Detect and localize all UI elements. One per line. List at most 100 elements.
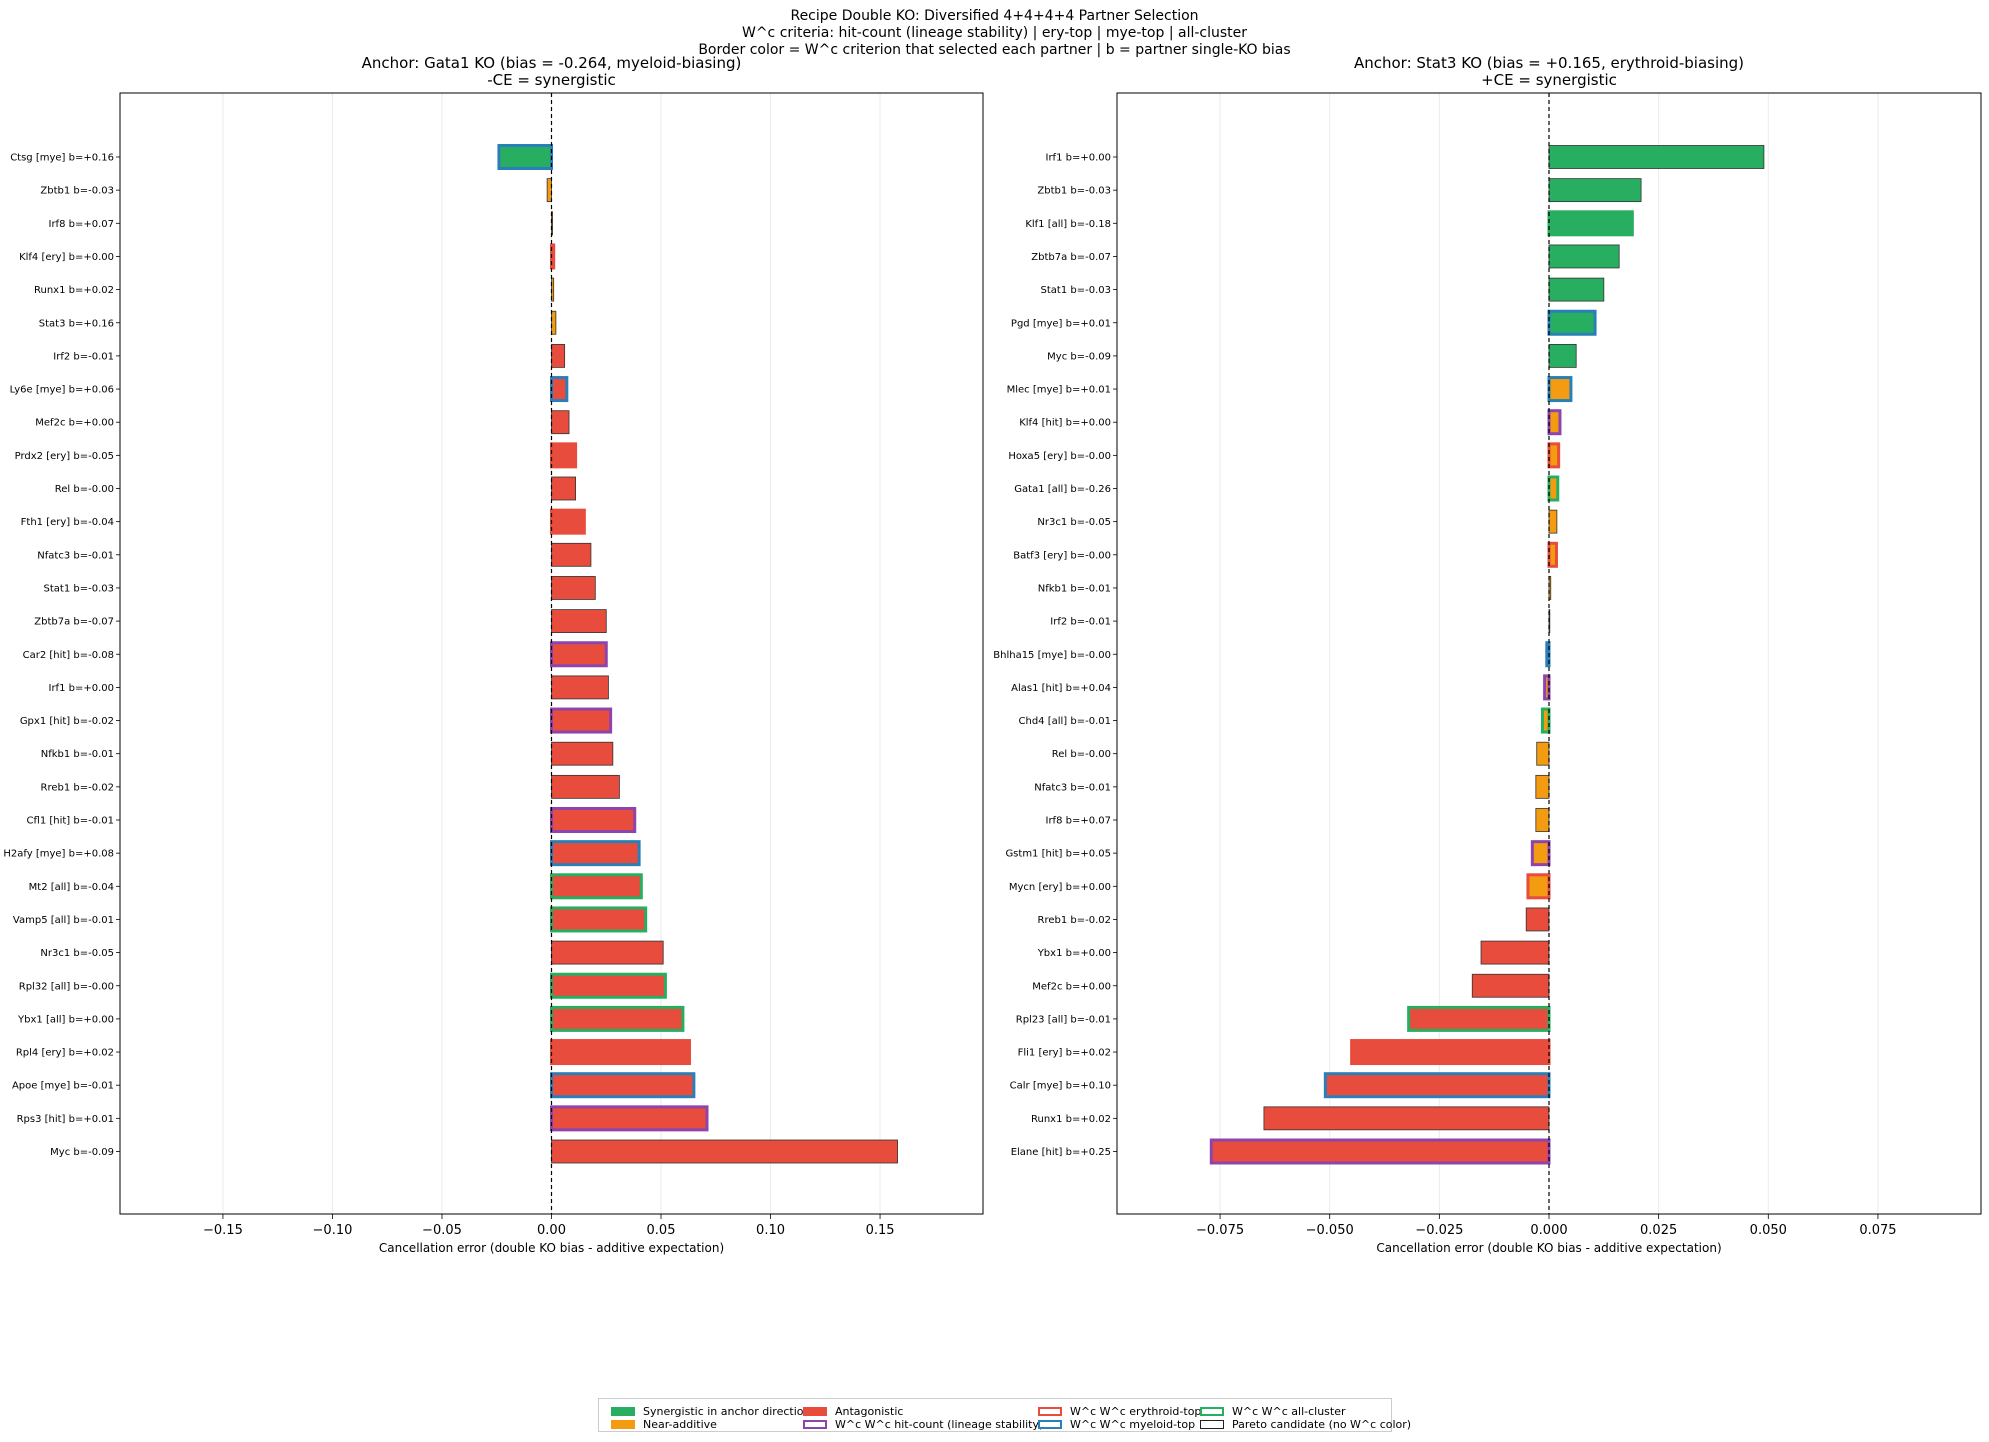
y-tick-label: Ybx1 b=+0.00	[1037, 948, 1111, 959]
y-tick-label: Zbtb7a b=-0.07	[34, 617, 114, 628]
bar	[497, 144, 553, 170]
bar	[1548, 576, 1552, 600]
y-tick-label: Zbtb1 b=-0.03	[1037, 186, 1111, 197]
bar	[1547, 210, 1634, 237]
legend-swatch	[803, 1419, 827, 1429]
y-tick-label: Ybx1 [all] b=+0.00	[17, 1014, 114, 1025]
bar	[1407, 1005, 1551, 1032]
bar	[1526, 873, 1551, 900]
y-tick-label: Zbtb7a b=-0.07	[1031, 252, 1111, 263]
legend-label: Synergistic in anchor direction	[643, 1404, 811, 1418]
bar	[1323, 1072, 1551, 1099]
bar	[1350, 1039, 1551, 1066]
bar	[550, 707, 613, 734]
bar	[550, 807, 637, 833]
bar	[550, 1039, 691, 1066]
bar	[1547, 309, 1597, 336]
x-tick-label: 0.025	[1640, 1223, 1677, 1238]
y-tick-label: Zbtb1 b=-0.03	[40, 186, 114, 197]
x-tick-label: −0.075	[1196, 1223, 1244, 1238]
y-tick-label: Irf8 b=+0.07	[1046, 816, 1112, 827]
bar	[550, 1072, 696, 1099]
bar	[1209, 1138, 1551, 1165]
y-tick-label: Calr [mye] b=+0.10	[1010, 1081, 1111, 1092]
bar	[550, 840, 641, 867]
bar	[551, 940, 664, 965]
y-tick-label: Myc b=-0.09	[50, 1147, 114, 1158]
y-tick-label: Hoxa5 [ery] b=-0.00	[1008, 451, 1111, 462]
x-tick-label: −0.05	[422, 1223, 462, 1238]
y-tick-label: Rel b=-0.00	[1052, 749, 1111, 760]
bar	[551, 542, 592, 567]
y-tick-label: Runx1 b=+0.02	[34, 285, 114, 296]
legend-item: Antagonistic	[803, 1404, 903, 1418]
y-tick-label: Irf8 b=+0.07	[49, 219, 115, 230]
y-tick-label: Mycn [ery] b=+0.00	[1009, 882, 1111, 893]
y-tick-label: Fth1 [ery] b=-0.04	[21, 517, 114, 528]
y-tick-label: Mef2c b=+0.00	[1032, 981, 1111, 992]
legend-swatch	[1038, 1419, 1062, 1429]
y-tick-label: Gata1 [all] b=-0.26	[1014, 484, 1111, 495]
bar	[551, 741, 614, 766]
bar	[1548, 343, 1577, 368]
y-tick-label: Mlec [mye] b=+0.01	[1007, 385, 1111, 396]
y-tick-label: Rpl4 [ery] b=+0.02	[16, 1048, 114, 1059]
y-tick-label: Cfl1 [hit] b=-0.01	[27, 816, 114, 827]
bar	[1263, 1106, 1550, 1131]
bar	[1548, 277, 1605, 302]
bar	[1536, 741, 1550, 766]
bar	[1535, 808, 1550, 832]
y-tick-label: Stat1 b=-0.03	[44, 583, 114, 594]
y-tick-label: Nfkb1 b=-0.01	[41, 749, 114, 760]
y-tick-label: Irf1 b=+0.00	[49, 683, 115, 694]
y-tick-label: Klf4 [hit] b=+0.00	[1019, 418, 1111, 429]
y-tick-label: Rpl32 [all] b=-0.00	[19, 981, 114, 992]
bar	[1547, 475, 1560, 502]
y-tick-label: Ctsg [mye] b=+0.16	[10, 153, 114, 164]
y-tick-label: Apoe [mye] b=-0.01	[12, 1081, 114, 1092]
x-tick-label: 0.000	[1530, 1223, 1567, 1238]
y-tick-label: Mef2c b=+0.00	[35, 418, 114, 429]
y-tick-label: Stat1 b=-0.03	[1041, 285, 1111, 296]
x-tick-label: 0.10	[756, 1223, 785, 1238]
y-tick-label: Alas1 [hit] b=+0.04	[1011, 683, 1111, 694]
legend-item: W^c W^c all-cluster	[1200, 1404, 1346, 1418]
bar	[1543, 674, 1551, 701]
bar	[1525, 907, 1550, 932]
y-tick-label: Nr3c1 b=-0.05	[40, 948, 114, 959]
bar	[551, 476, 576, 501]
bar	[1548, 509, 1558, 534]
bar	[551, 609, 607, 633]
y-tick-label: Car2 [hit] b=-0.08	[23, 650, 114, 661]
legend-swatch	[803, 1406, 827, 1416]
bar	[1530, 840, 1551, 867]
y-tick-label: Myc b=-0.09	[1047, 351, 1111, 362]
y-tick-label: Pgd [mye] b=+0.01	[1011, 318, 1111, 329]
y-tick-label: Rpl23 [all] b=-0.01	[1016, 1014, 1111, 1025]
x-tick-label: −0.025	[1415, 1223, 1463, 1238]
y-tick-label: Gstm1 [hit] b=+0.05	[1005, 849, 1111, 860]
x-tick-label: 0.05	[647, 1223, 676, 1238]
figure-suptitle-line-3: Border color = W^c criterion that select…	[698, 42, 1291, 58]
figure-suptitle-line-1: Recipe Double KO: Diversified 4+4+4+4 Pa…	[790, 8, 1199, 24]
legend-label: W^c W^c myeloid-top	[1070, 1417, 1196, 1431]
x-axis-label: Cancellation error (double KO bias - add…	[379, 1241, 724, 1255]
y-tick-label: Rel b=-0.00	[55, 484, 114, 495]
legend-label: W^c W^c hit-count (lineage stability)	[835, 1417, 1044, 1431]
bar	[550, 1005, 685, 1032]
legend-label: W^c W^c erythroid-top	[1070, 1404, 1202, 1418]
y-tick-label: Bhlha15 [mye] b=-0.00	[993, 650, 1111, 661]
x-tick-label: 0.15	[866, 1223, 895, 1238]
legend-label: Pareto candidate (no W^c color)	[1232, 1417, 1412, 1431]
bar	[1547, 409, 1562, 436]
bar	[1547, 442, 1561, 469]
x-tick-label: 0.00	[537, 1223, 566, 1238]
y-tick-label: Nfatc3 b=-0.01	[37, 550, 114, 561]
legend-item: Near-additive	[611, 1417, 717, 1431]
y-tick-label: Nfatc3 b=-0.01	[1034, 782, 1111, 793]
legend-item: Synergistic in anchor direction	[611, 1404, 810, 1418]
legend-item: W^c W^c hit-count (lineage stability)	[803, 1417, 1043, 1431]
bar	[550, 873, 643, 900]
y-tick-label: Stat3 b=+0.16	[39, 318, 114, 329]
bar	[551, 1139, 898, 1164]
